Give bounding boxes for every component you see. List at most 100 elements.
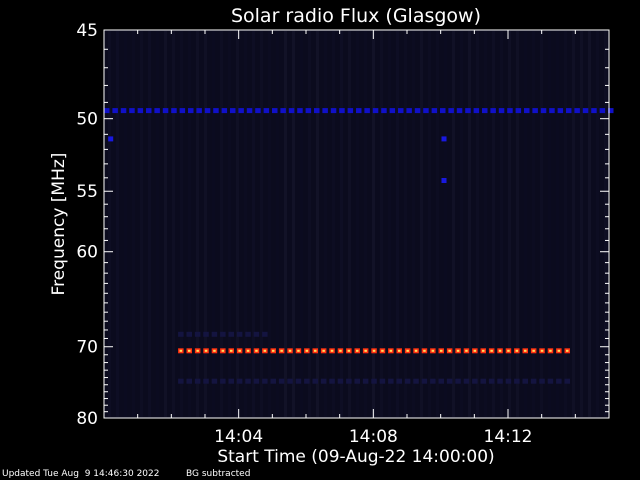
band-segment xyxy=(347,108,354,114)
band-68.5MHz xyxy=(178,331,268,337)
band-segment xyxy=(388,378,394,384)
noise-column xyxy=(436,31,439,417)
band-segment xyxy=(288,108,295,114)
band-segment xyxy=(297,108,303,114)
band-segment xyxy=(522,378,528,384)
band-segment xyxy=(557,108,564,114)
band-core xyxy=(364,349,367,352)
noise-column xyxy=(268,31,271,417)
noise-column xyxy=(300,31,303,417)
band-core xyxy=(448,349,451,352)
noise-column xyxy=(380,31,383,417)
band-segment xyxy=(272,108,278,114)
band-segment xyxy=(213,108,219,114)
band-segment xyxy=(245,331,251,337)
band-segment xyxy=(446,378,453,384)
band-segment xyxy=(162,108,169,114)
noise-column xyxy=(356,31,359,417)
band-segment xyxy=(305,108,312,114)
band-segment xyxy=(389,108,396,114)
band-segment xyxy=(430,378,436,384)
y-axis-label: Frequency [MHz] xyxy=(49,153,69,296)
band-segment xyxy=(262,331,268,337)
band-segment xyxy=(505,378,512,384)
band-segment xyxy=(194,378,201,384)
noise-column xyxy=(140,31,143,417)
band-core xyxy=(566,349,569,352)
noise-column xyxy=(308,31,311,417)
band-segment xyxy=(498,108,505,114)
noise-column xyxy=(172,31,175,417)
emission-spot xyxy=(441,178,447,183)
band-core xyxy=(179,349,183,352)
band-segment xyxy=(530,378,537,384)
band-segment xyxy=(314,108,320,114)
band-core xyxy=(263,349,267,352)
band-segment xyxy=(547,378,554,384)
band-segment xyxy=(514,378,520,384)
band-segment xyxy=(524,108,530,114)
band-segment xyxy=(262,378,268,384)
band-segment xyxy=(320,378,327,384)
y-tick-label: 60 xyxy=(76,243,98,263)
band-core xyxy=(221,349,225,352)
noise-column xyxy=(404,31,407,417)
noise-column xyxy=(460,31,463,417)
band-segment xyxy=(482,108,488,114)
band-segment xyxy=(448,108,454,114)
band-segment xyxy=(591,108,597,114)
noise-column xyxy=(572,31,575,417)
noise-column xyxy=(476,31,479,417)
noise-column xyxy=(340,31,343,417)
band-segment xyxy=(179,108,186,114)
band-segment xyxy=(312,378,318,384)
band-segment xyxy=(236,378,243,384)
noise-column xyxy=(316,31,319,417)
noise-column xyxy=(124,31,127,417)
band-segment xyxy=(473,108,480,114)
band-segment xyxy=(421,378,428,384)
noise-column xyxy=(132,31,135,417)
noise-column xyxy=(484,31,487,417)
band-segment xyxy=(490,108,496,114)
band-segment xyxy=(379,378,386,384)
x-axis-label: Start Time (09-Aug-22 14:00:00) xyxy=(217,447,494,467)
band-segment xyxy=(146,108,152,114)
noise-column xyxy=(164,31,167,417)
band-segment xyxy=(364,108,370,114)
band-segment xyxy=(203,378,209,384)
noise-column xyxy=(548,31,551,417)
noise-column xyxy=(252,31,255,417)
band-core xyxy=(246,349,250,352)
band-segment xyxy=(423,108,429,114)
noise-column xyxy=(564,31,567,417)
noise-column xyxy=(412,31,415,417)
band-segment xyxy=(287,378,293,384)
band-segment xyxy=(220,378,226,384)
band-segment xyxy=(154,108,160,114)
noise-column xyxy=(532,31,535,417)
band-core xyxy=(414,349,418,352)
band-core xyxy=(255,349,258,352)
noise-column xyxy=(596,31,599,417)
band-segment xyxy=(278,378,285,384)
band-core xyxy=(431,349,435,352)
noise-column xyxy=(188,31,191,417)
band-segment xyxy=(549,108,555,114)
band-core xyxy=(356,349,359,352)
band-segment xyxy=(228,378,234,384)
band-74.5MHz xyxy=(178,378,570,384)
noise-column xyxy=(332,31,335,417)
band-segment xyxy=(220,331,226,337)
band-segment xyxy=(263,108,270,114)
y-tick-label: 80 xyxy=(76,409,98,429)
band-segment xyxy=(329,378,335,384)
band-core xyxy=(188,349,191,352)
band-core xyxy=(347,349,351,352)
noise-texture xyxy=(108,31,607,417)
noise-column xyxy=(444,31,447,417)
band-segment xyxy=(230,108,236,114)
x-tick-label: 14:12 xyxy=(484,427,533,447)
band-segment xyxy=(194,331,201,337)
noise-column xyxy=(196,31,199,417)
